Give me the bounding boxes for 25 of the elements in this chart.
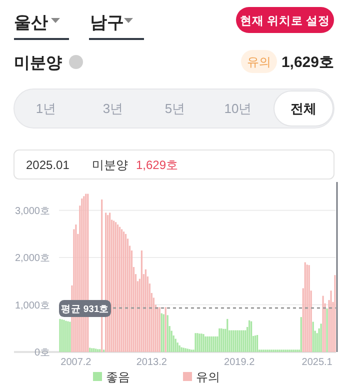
text: 1,629호 xyxy=(136,158,178,172)
chart-title: 미분양 xyxy=(14,55,62,72)
y-tick-label: 3,000호 xyxy=(14,206,50,217)
legend-label: 유의 xyxy=(196,370,220,384)
legend-label: 좋음 xyxy=(106,370,130,384)
text: 1,629호 xyxy=(281,54,334,71)
text: 미분양 xyxy=(92,158,128,172)
text: 남구 xyxy=(90,13,124,32)
x-tick-label: 2007.2 xyxy=(60,357,92,368)
x-tick-label: 2013.2 xyxy=(136,357,168,368)
ref-line-label: 평균 931호 xyxy=(60,304,110,316)
y-tick-label: 1,000호 xyxy=(14,300,50,312)
text: 1년 xyxy=(36,101,56,116)
y-tick-label: 2,000호 xyxy=(14,253,50,264)
text: 현재 위치로 설정 xyxy=(240,14,330,28)
text: 전체 xyxy=(290,101,316,116)
text: 5년 xyxy=(164,101,186,116)
x-tick-label: 2019.2 xyxy=(224,357,256,368)
text: 3년 xyxy=(102,101,124,116)
text: 10년 xyxy=(224,101,252,116)
text: 울산 xyxy=(14,13,48,32)
text: 2025.01 xyxy=(26,158,70,172)
x-tick-label: 2025.1 xyxy=(302,357,333,368)
text: 유의 xyxy=(247,55,271,69)
y-tick-label: 0호 xyxy=(34,348,50,358)
